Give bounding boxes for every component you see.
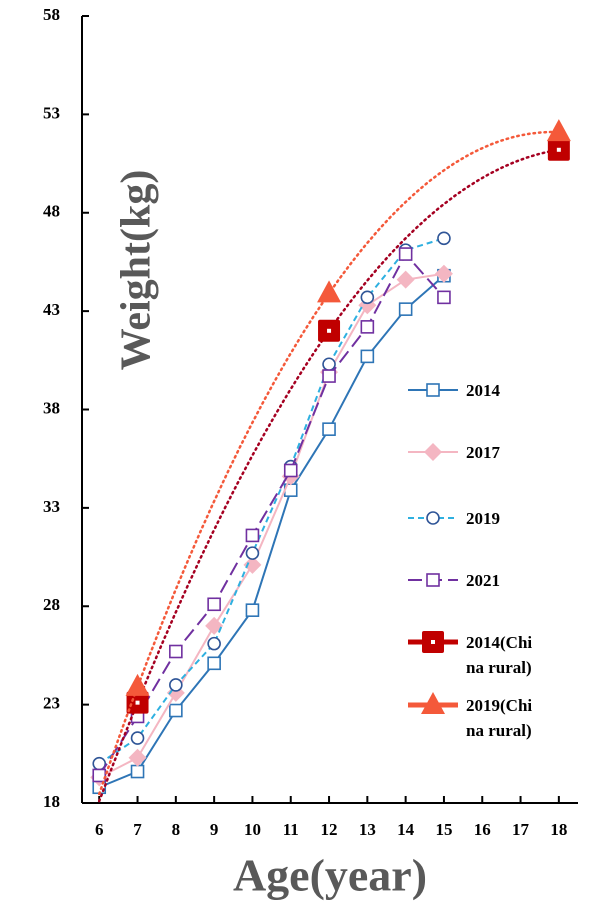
x-tick-label: 8 <box>172 820 181 839</box>
marker <box>245 528 260 543</box>
marker <box>243 555 262 574</box>
x-tick-label: 14 <box>397 820 415 839</box>
marker <box>130 764 145 779</box>
marker <box>396 270 415 289</box>
marker <box>322 357 336 372</box>
marker <box>245 546 260 560</box>
legend-label: 2014(China rural) <box>466 633 533 677</box>
marker <box>360 290 375 305</box>
legend-label: 2021 <box>466 571 500 590</box>
marker <box>207 597 221 612</box>
marker <box>322 369 336 383</box>
x-tick-label: 16 <box>474 820 491 839</box>
marker <box>546 119 571 142</box>
marker <box>426 511 440 525</box>
marker <box>360 349 375 364</box>
marker <box>317 280 342 303</box>
x-tick-label: 12 <box>321 820 338 839</box>
x-tick-label: 7 <box>133 820 142 839</box>
marker <box>426 573 440 587</box>
series-line <box>98 274 445 789</box>
marker <box>398 247 413 261</box>
series-line <box>98 237 445 765</box>
series-line <box>98 252 445 776</box>
y-tick-label: 18 <box>43 792 60 811</box>
legend-label: 2017 <box>466 443 500 462</box>
marker-dot <box>327 328 332 333</box>
y-tick-label: 38 <box>43 398 60 417</box>
y-tick-label: 23 <box>43 694 60 713</box>
y-tick-label: 28 <box>43 595 60 614</box>
x-tick-label: 15 <box>435 820 452 839</box>
marker <box>169 644 183 659</box>
marker-dot <box>431 640 435 644</box>
x-tick-label: 6 <box>95 820 104 839</box>
x-tick-label: 11 <box>283 820 299 839</box>
marker <box>421 692 445 714</box>
y-tick-label: 43 <box>43 300 60 319</box>
marker <box>125 673 150 696</box>
y-tick-label: 33 <box>43 497 60 516</box>
marker <box>169 703 183 718</box>
x-tick-label: 10 <box>244 820 261 839</box>
legend-label: 2014 <box>466 381 500 400</box>
marker <box>360 320 375 334</box>
y-tick-label: 53 <box>43 103 60 122</box>
marker <box>398 302 413 316</box>
marker <box>130 731 145 745</box>
x-tick-label: 18 <box>550 820 567 839</box>
y-axis-label: Weight(kg) <box>114 170 160 371</box>
marker <box>169 678 183 692</box>
marker <box>128 748 147 767</box>
x-tick-label: 13 <box>359 820 376 839</box>
marker <box>434 264 453 283</box>
marker <box>207 656 221 671</box>
marker <box>437 231 451 246</box>
y-tick-label: 58 <box>43 5 60 24</box>
marker <box>322 422 336 436</box>
marker <box>426 383 440 397</box>
x-axis-label: Age(year) <box>233 850 427 901</box>
marker <box>437 290 451 305</box>
marker-dot <box>135 700 140 705</box>
marker <box>245 603 260 617</box>
legend-label: 2019 <box>466 509 500 528</box>
marker <box>92 768 107 783</box>
x-tick-label: 17 <box>512 820 530 839</box>
marker-dot <box>556 147 561 152</box>
marker <box>424 443 442 461</box>
y-tick-label: 48 <box>43 202 60 221</box>
marker <box>283 463 298 478</box>
legend-label: 2019(China rural) <box>466 696 533 740</box>
marker <box>207 636 221 651</box>
marker <box>205 616 224 635</box>
x-tick-label: 9 <box>210 820 219 839</box>
